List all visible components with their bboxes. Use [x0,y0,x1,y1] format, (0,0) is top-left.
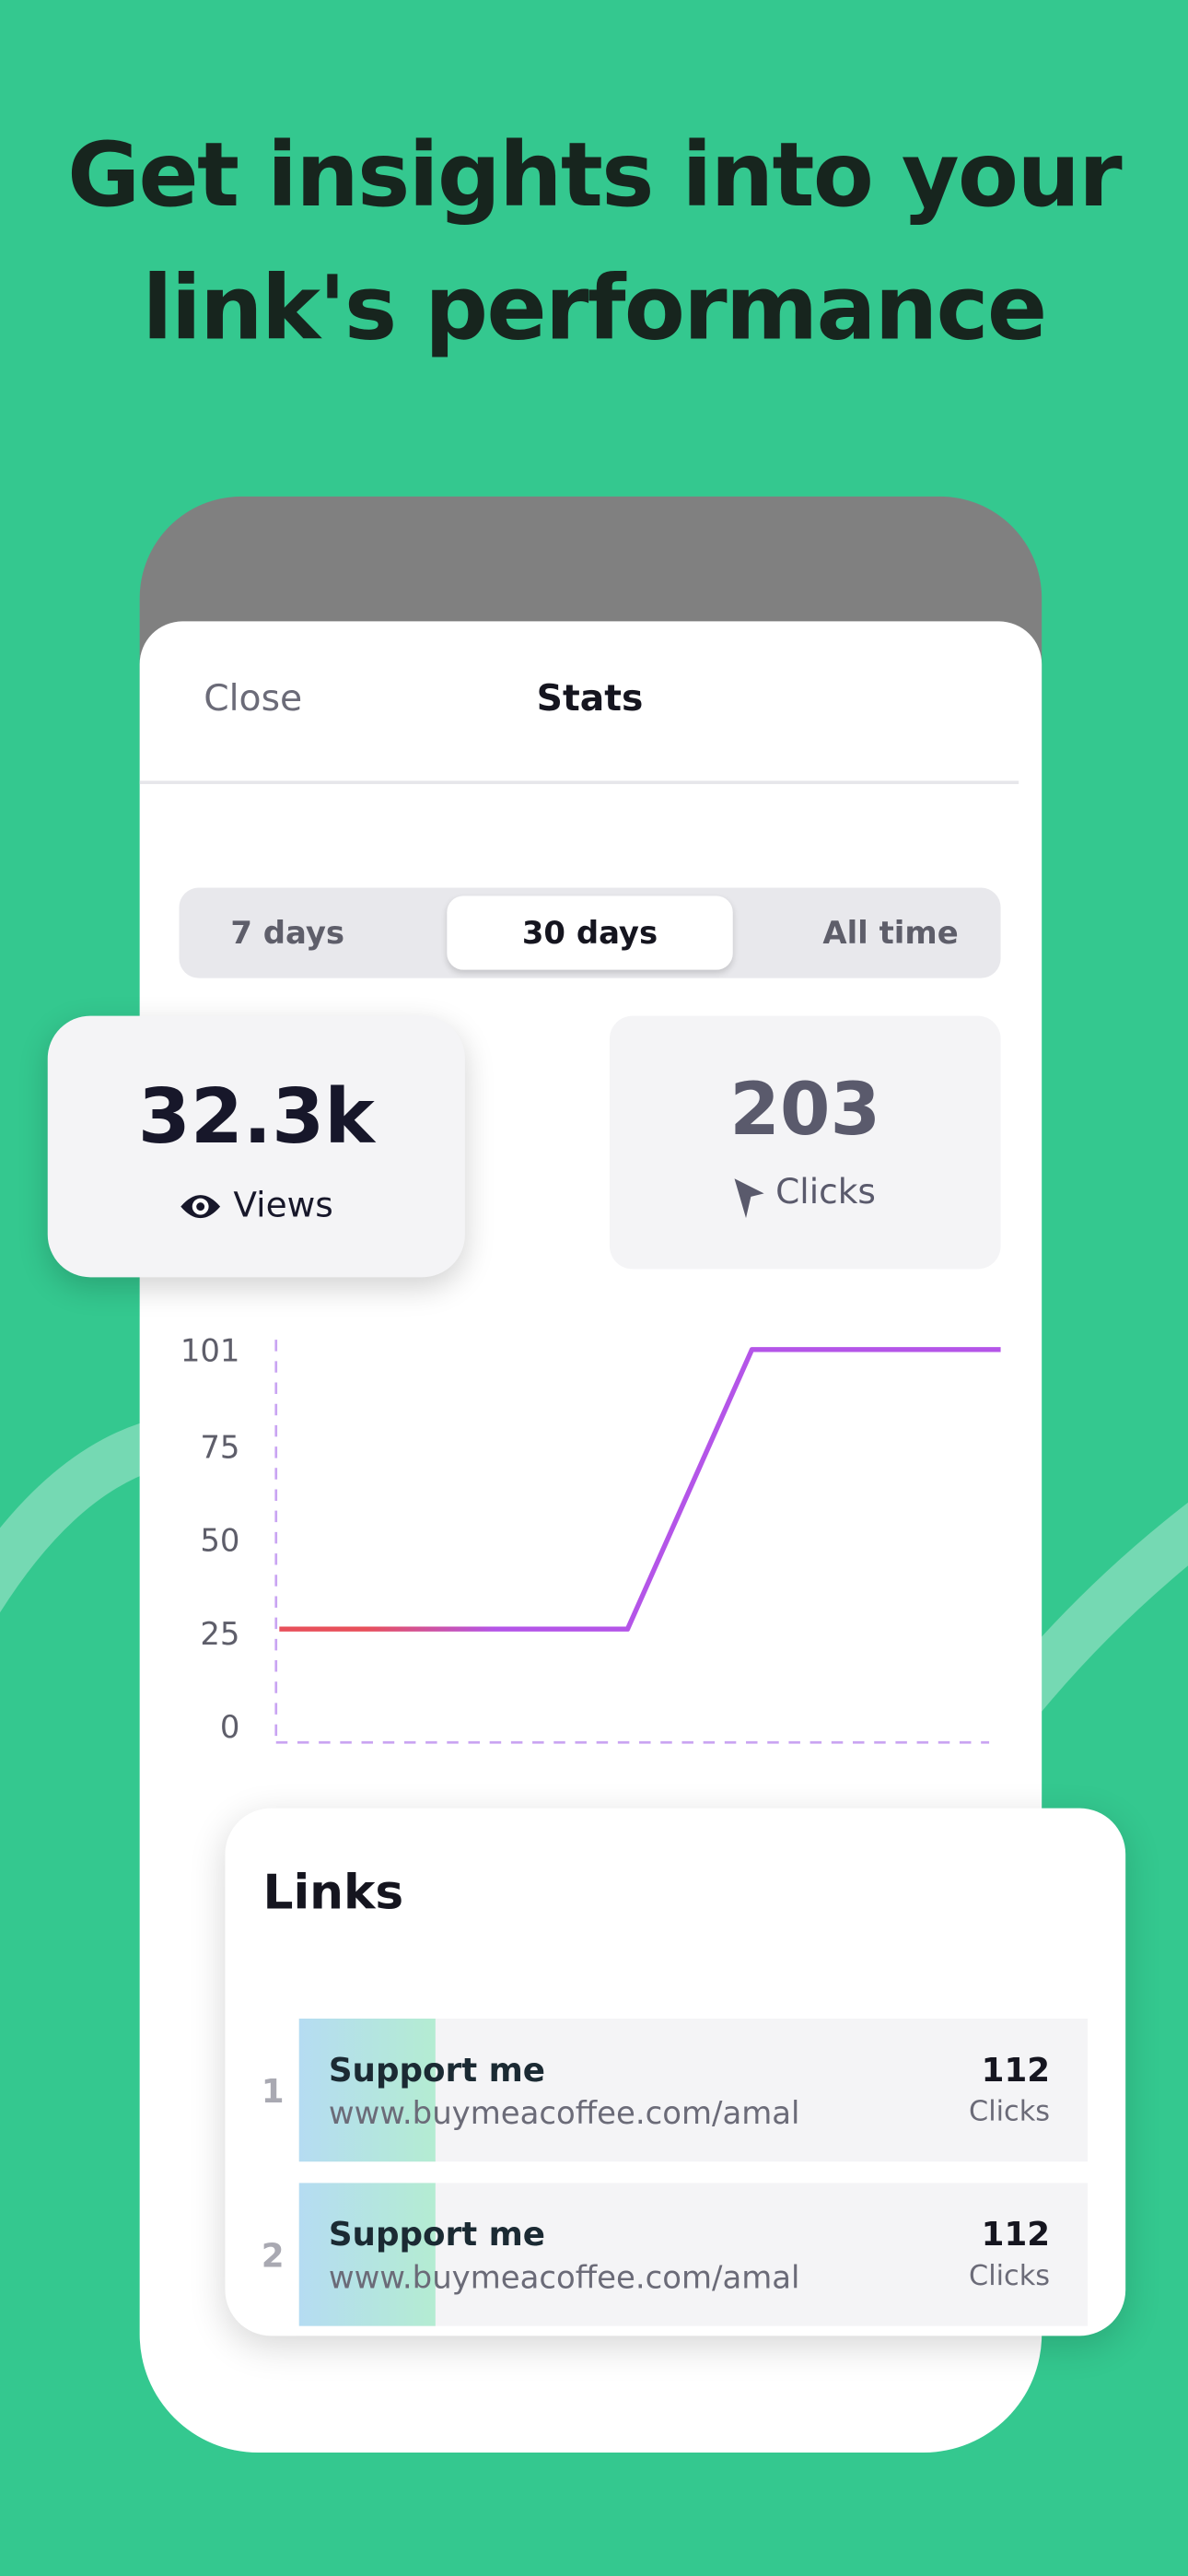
link-row[interactable]: Support me www.buymeacoffee.com/amal 112 Cl… [298,2183,1089,2326]
link-title: Support me [328,2214,546,2254]
close-button[interactable]: Close [204,678,303,720]
views-value: 32.3k [137,1071,375,1161]
selected-tab-pill [447,896,733,970]
link-clicks: 112 [981,2214,1051,2254]
headline: Get insights into your [67,123,1123,228]
y-tick-label: 25 [200,1616,239,1652]
sheet-title: Stats [536,678,644,720]
eye-icon [181,1195,221,1219]
period-tab[interactable]: 30 days [521,915,658,953]
clicks-label: Clicks [775,1172,876,1212]
link-title: Support me [328,2049,546,2090]
link-rank: 2 [261,2235,285,2276]
links-title: Links [262,1864,404,1920]
link-clicks: 112 [981,2049,1051,2090]
link-clicks-label: Clicks [969,2095,1051,2129]
y-tick-label: 101 [181,1332,240,1368]
divider [139,780,1019,785]
period-tab[interactable]: All time [822,915,959,953]
y-tick-label: 50 [200,1523,239,1559]
link-url: www.buymeacoffee.com/amal [328,2095,800,2133]
views-card [47,1015,465,1278]
y-tick-label: 75 [200,1429,239,1465]
y-tick-label: 0 [220,1709,240,1745]
headline: link's performance [142,256,1048,360]
decor-arc [0,1423,157,1613]
data-line [279,1347,1001,1632]
link-rank: 1 [261,2071,285,2111]
link-url: www.buymeacoffee.com/amal [328,2260,800,2297]
clicks-value: 203 [729,1068,881,1153]
link-clicks-label: Clicks [969,2260,1051,2293]
link-row[interactable]: Support me www.buymeacoffee.com/amal 112 Cl… [298,2018,1089,2162]
cursor-icon [734,1178,764,1219]
clicks-card [609,1015,1001,1270]
period-tab[interactable]: 7 days [230,915,345,953]
views-label: Views [233,1185,333,1225]
link-share-bar [298,2183,436,2326]
link-share-bar [298,2018,436,2162]
